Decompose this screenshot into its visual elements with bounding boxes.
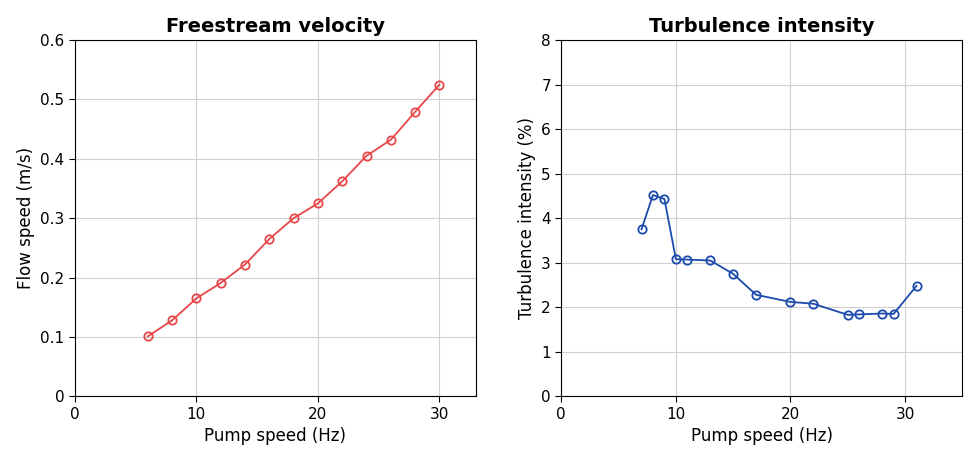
X-axis label: Pump speed (Hz): Pump speed (Hz): [204, 427, 346, 445]
Title: Turbulence intensity: Turbulence intensity: [648, 17, 873, 36]
X-axis label: Pump speed (Hz): Pump speed (Hz): [690, 427, 832, 445]
Y-axis label: Turbulence intensity (%): Turbulence intensity (%): [517, 117, 535, 319]
Title: Freestream velocity: Freestream velocity: [165, 17, 384, 36]
Y-axis label: Flow speed (m/s): Flow speed (m/s): [17, 147, 34, 289]
